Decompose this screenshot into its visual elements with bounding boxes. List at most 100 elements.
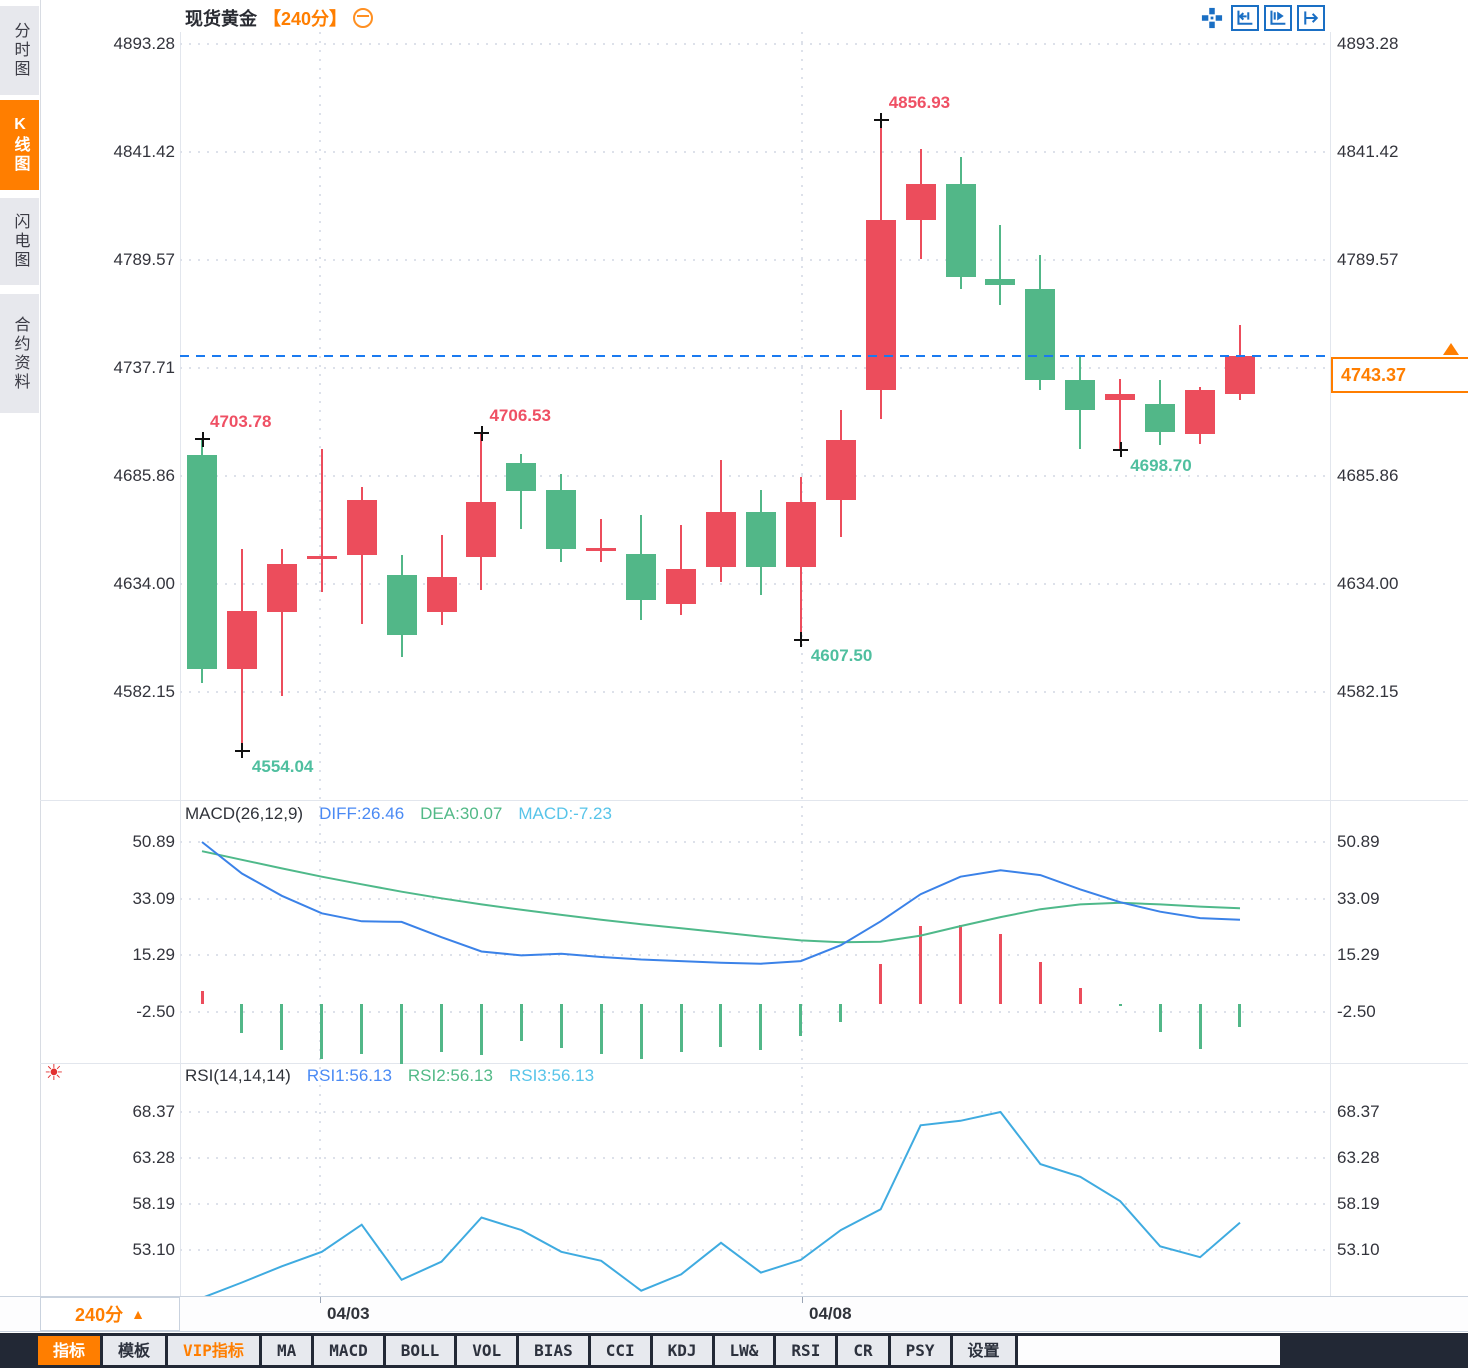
toolbar-button-VOL[interactable]: VOL bbox=[457, 1336, 517, 1365]
macd-name: MACD(26,12,9) bbox=[185, 804, 304, 823]
sidebar-tab-1[interactable]: 分时图 bbox=[0, 6, 39, 95]
axis-expand-icon[interactable] bbox=[1264, 5, 1292, 31]
toolbar-button-BIAS[interactable]: BIAS bbox=[519, 1336, 588, 1365]
axis-label-macd: 50.89 bbox=[132, 832, 175, 851]
extreme-marker bbox=[793, 632, 809, 648]
macd-hist-bar bbox=[400, 1004, 404, 1065]
candle bbox=[266, 563, 297, 612]
candle-wick bbox=[1119, 379, 1122, 450]
macd-hist-bar bbox=[1118, 1004, 1122, 1007]
period-label: 【240分】 bbox=[263, 9, 348, 29]
toolbar-button-MACD[interactable]: MACD bbox=[314, 1336, 383, 1365]
candle bbox=[1105, 394, 1136, 401]
candle bbox=[1145, 404, 1176, 433]
macd-hist-bar bbox=[919, 925, 923, 1005]
macd-hist-bar bbox=[879, 963, 883, 1005]
candle-wick bbox=[520, 454, 523, 529]
candle-wick bbox=[360, 486, 363, 624]
gridline-main bbox=[180, 474, 1330, 477]
gridline-main bbox=[180, 43, 1330, 45]
gridline-main bbox=[180, 366, 1330, 369]
axis-label-macd: 50.89 bbox=[1337, 832, 1380, 851]
sidebar-tab-2[interactable]: K线图 bbox=[0, 100, 39, 190]
candle bbox=[945, 183, 976, 277]
axis-label-main: 4737.71 bbox=[113, 357, 175, 377]
candle-wick bbox=[600, 518, 603, 562]
axis-label-macd: 33.09 bbox=[1337, 888, 1380, 908]
extreme-marker bbox=[873, 112, 889, 128]
high-price-label: 4703.78 bbox=[210, 411, 272, 431]
sidebar: 分时图 K线图闪电图合约资料 bbox=[0, 0, 41, 1296]
candle bbox=[705, 512, 736, 568]
gridline-macd bbox=[180, 841, 1330, 843]
date-tick bbox=[320, 1297, 321, 1303]
toolbar-button-CCI[interactable]: CCI bbox=[590, 1336, 650, 1365]
toolbar-button-KDJ[interactable]: KDJ bbox=[652, 1336, 712, 1365]
macd-hist-bar bbox=[799, 1004, 803, 1036]
chart-header: 现货黄金 【240分】 bbox=[185, 5, 374, 31]
axis-compress-icon[interactable] bbox=[1231, 5, 1259, 31]
toolbar-button-RSI[interactable]: RSI bbox=[776, 1336, 836, 1365]
toolbar-button-MA[interactable]: MA bbox=[261, 1336, 312, 1365]
macd-hist-bar bbox=[519, 1004, 523, 1042]
toolbar-button-指标[interactable]: 指标 bbox=[38, 1336, 101, 1365]
candle bbox=[1025, 288, 1056, 381]
rsi-header: RSI(14,14,14) RSI1:56.13 RSI2:56.13 RSI3… bbox=[185, 1066, 594, 1086]
toolbar-button-BOLL[interactable]: BOLL bbox=[385, 1336, 455, 1365]
candle bbox=[825, 440, 856, 501]
axis-label-main: 4634.00 bbox=[113, 573, 175, 593]
date-label: 04/03 bbox=[327, 1304, 370, 1323]
macd-hist-bar bbox=[479, 1004, 483, 1056]
low-price-label: 4607.50 bbox=[810, 646, 873, 666]
axis-label-rsi: 68.37 bbox=[132, 1102, 175, 1121]
sidebar-tab-3[interactable]: 闪电图 bbox=[0, 198, 39, 285]
gridline-rsi bbox=[180, 1249, 1330, 1251]
rsi1-value: RSI1:56.13 bbox=[306, 1066, 392, 1085]
candle bbox=[905, 183, 936, 220]
gridline-macd bbox=[180, 1011, 1330, 1014]
macd-hist-bar bbox=[719, 1004, 723, 1048]
toolbar-button-LW&[interactable]: LW& bbox=[714, 1336, 774, 1365]
candle bbox=[1224, 356, 1255, 395]
toolbar-button-模板[interactable]: 模板 bbox=[103, 1336, 166, 1365]
axis-label-main: 4582.15 bbox=[113, 681, 175, 701]
extreme-marker bbox=[234, 743, 250, 759]
current-price-line bbox=[180, 355, 1330, 357]
macd-hist-bar bbox=[1158, 1004, 1162, 1033]
high-price-label: 4856.93 bbox=[888, 92, 951, 112]
toolbar-button-CR[interactable]: CR bbox=[838, 1336, 888, 1365]
axis-label-rsi: 63.28 bbox=[1337, 1148, 1380, 1167]
candle bbox=[306, 555, 337, 559]
gridline-rsi bbox=[180, 1111, 1330, 1113]
axis-label-rsi: 63.28 bbox=[132, 1148, 175, 1167]
macd-hist-bar bbox=[759, 1004, 763, 1051]
macd-hist-bar bbox=[839, 1004, 843, 1023]
toolbar-button-VIP指标[interactable]: VIP指标 bbox=[168, 1336, 259, 1365]
axis-label-rsi: 53.10 bbox=[132, 1240, 175, 1259]
jump-forward-icon[interactable] bbox=[1297, 5, 1325, 31]
axis-label-main: 4789.57 bbox=[1337, 249, 1399, 269]
macd-hist-bar bbox=[280, 1004, 284, 1051]
grid-split-icon[interactable] bbox=[1198, 5, 1226, 31]
sun-icon[interactable]: ☀ bbox=[44, 1060, 64, 1085]
macd-hist-bar bbox=[1078, 987, 1082, 1005]
toolbar-button-PSY[interactable]: PSY bbox=[890, 1336, 950, 1365]
macd-panel-divider bbox=[40, 800, 1468, 801]
macd-hist-bar bbox=[959, 924, 963, 1005]
candle bbox=[466, 502, 497, 558]
gridline-main bbox=[180, 582, 1330, 585]
candle bbox=[546, 489, 577, 549]
axis-label-rsi: 53.10 bbox=[1337, 1240, 1380, 1259]
macd-hist-bar bbox=[1198, 1004, 1202, 1050]
period-selector[interactable]: 240分 ▲ bbox=[40, 1297, 180, 1331]
candle bbox=[626, 553, 657, 600]
extreme-marker bbox=[195, 431, 210, 447]
toolbar-button-设置[interactable]: 设置 bbox=[952, 1336, 1015, 1365]
low-price-label: 4698.70 bbox=[1130, 456, 1192, 476]
sidebar-tab-4[interactable]: 合约资料 bbox=[0, 294, 39, 413]
candle bbox=[346, 500, 377, 555]
axis-label-main: 4634.00 bbox=[1337, 573, 1399, 593]
candle bbox=[426, 576, 457, 612]
circle-minus-icon[interactable] bbox=[353, 8, 374, 28]
candle-wick bbox=[280, 548, 283, 696]
